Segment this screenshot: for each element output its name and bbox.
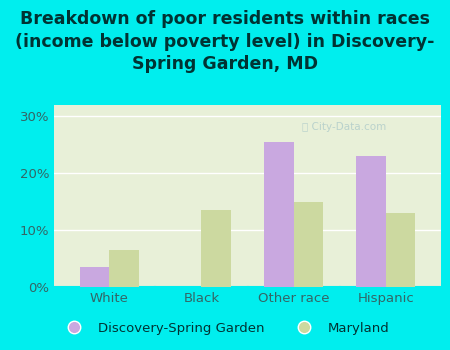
- Bar: [293, 202, 323, 287]
- Bar: [386, 213, 415, 287]
- Bar: [80, 267, 109, 287]
- Bar: [202, 210, 231, 287]
- Legend: Discovery-Spring Garden, Maryland: Discovery-Spring Garden, Maryland: [55, 316, 395, 340]
- Bar: [264, 142, 293, 287]
- Text: ⓘ City-Data.com: ⓘ City-Data.com: [302, 122, 387, 132]
- Bar: [356, 156, 386, 287]
- Bar: [109, 250, 139, 287]
- Text: Breakdown of poor residents within races
(income below poverty level) in Discove: Breakdown of poor residents within races…: [15, 10, 435, 73]
